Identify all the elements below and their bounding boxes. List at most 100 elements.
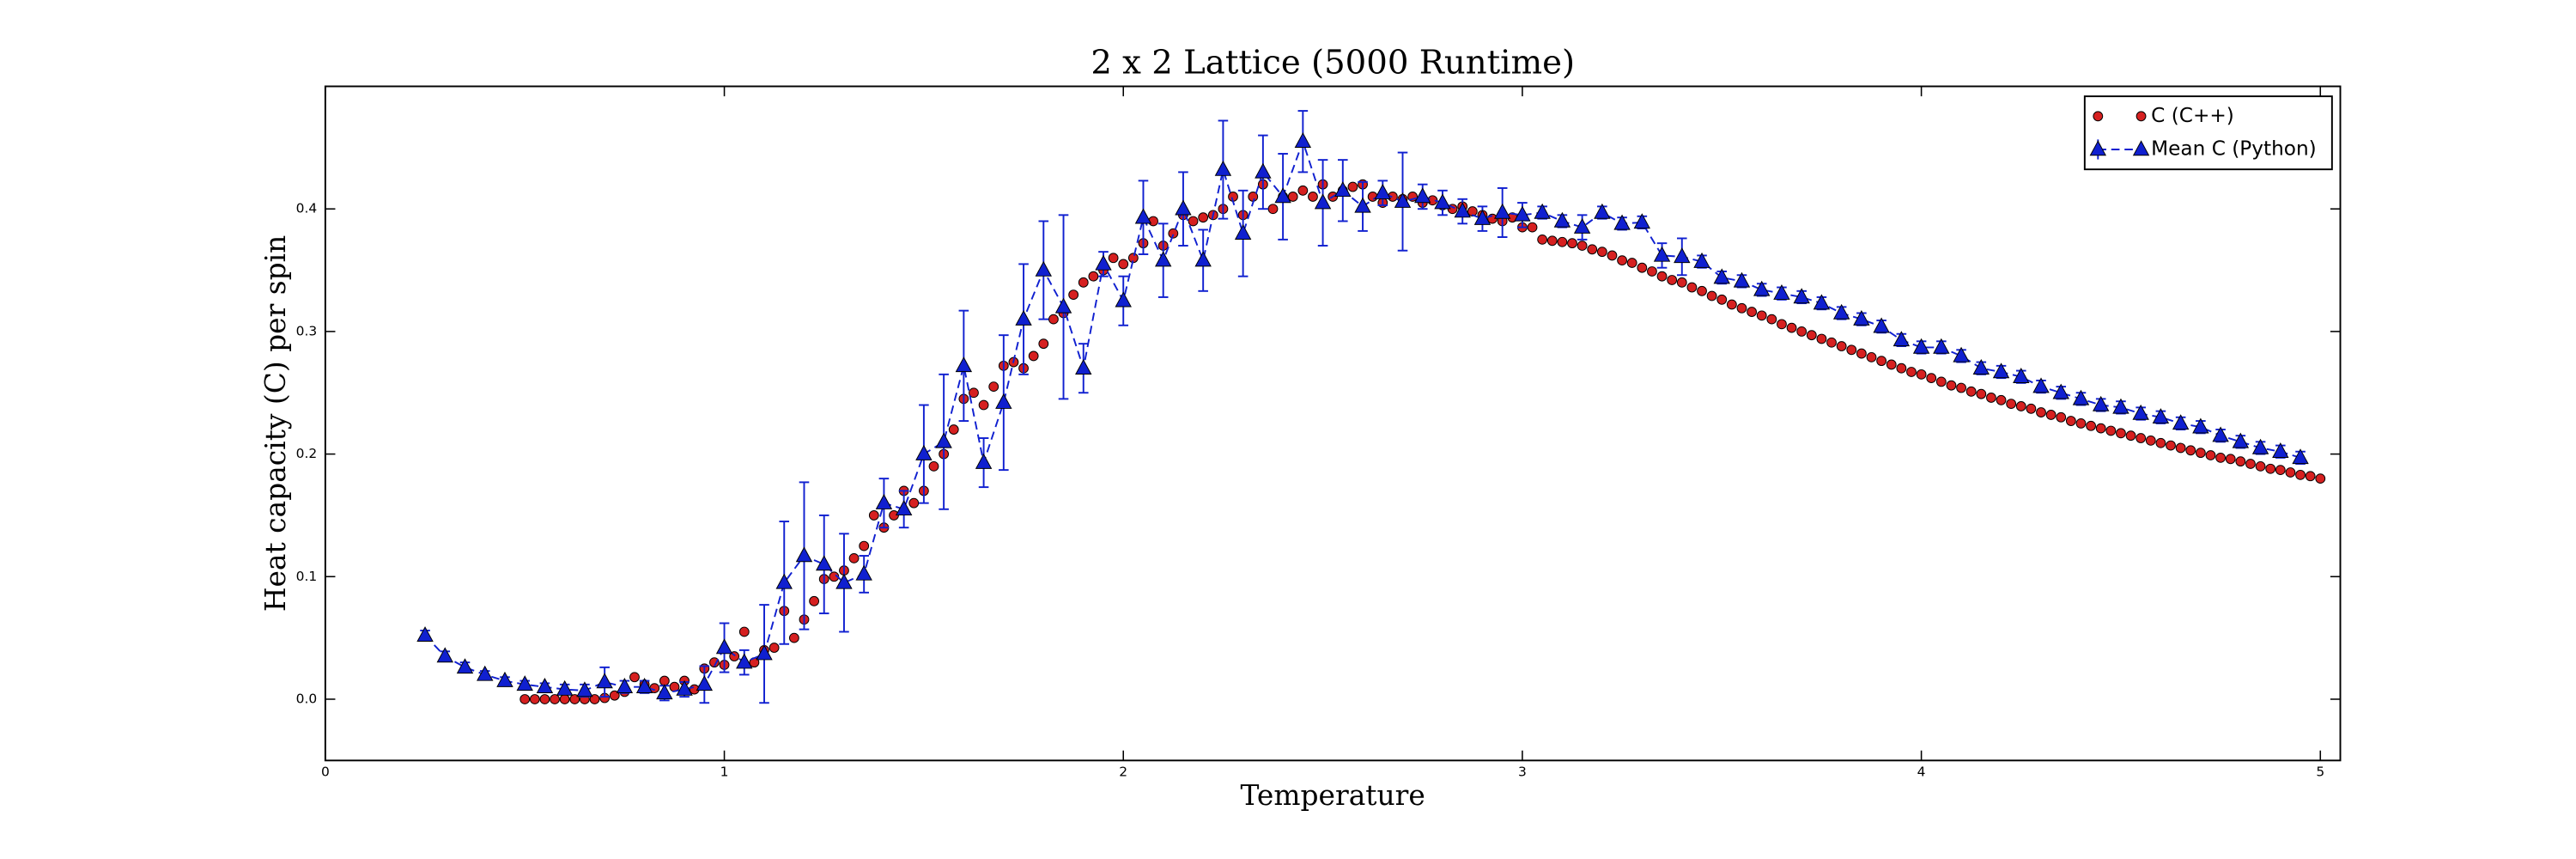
data-point <box>1573 217 1591 234</box>
data-point <box>816 555 833 571</box>
data-point <box>1856 348 1867 359</box>
data-point <box>1637 262 1648 273</box>
x-tick-label: 1 <box>720 764 729 779</box>
data-point <box>1527 222 1538 233</box>
data-point <box>1965 386 1977 397</box>
data-point <box>416 626 434 643</box>
data-point <box>1587 244 1598 255</box>
data-point <box>2251 438 2269 454</box>
data-point <box>2215 452 2227 463</box>
x-tick-label: 0 <box>321 764 330 779</box>
data-point <box>1214 160 1232 176</box>
data-point <box>1394 192 1412 208</box>
data-point <box>2145 435 2156 446</box>
x-tick-label: 3 <box>1518 764 1527 779</box>
data-point <box>995 393 1012 409</box>
data-point <box>1733 271 1751 288</box>
data-point <box>1075 359 1092 375</box>
data-point <box>1374 183 1391 199</box>
data-point <box>2172 414 2190 430</box>
data-point <box>1893 331 1911 347</box>
data-point <box>1786 322 1797 333</box>
x-tick-label: 4 <box>1917 764 1926 779</box>
data-point <box>1935 376 1947 387</box>
data-point <box>2125 430 2136 442</box>
data-point <box>559 694 570 704</box>
data-point <box>1832 303 1850 320</box>
x-axis-label: Temperature <box>1241 778 1425 812</box>
data-point <box>1946 380 1957 391</box>
data-point <box>1716 294 1728 305</box>
data-point <box>1846 344 1857 356</box>
y-tick-label: 0.2 <box>296 446 318 461</box>
data-point <box>1933 338 1950 354</box>
data-point <box>795 546 813 563</box>
data-point <box>2305 471 2316 482</box>
data-point <box>456 658 474 674</box>
data-point <box>1414 187 1431 204</box>
data-point <box>908 497 920 509</box>
data-point <box>2275 465 2286 476</box>
data-point <box>875 493 893 509</box>
data-point <box>1095 254 1112 271</box>
data-point <box>1753 280 1771 296</box>
data-point <box>1756 310 1767 321</box>
data-point <box>2112 398 2129 414</box>
data-point <box>1916 369 1927 380</box>
data-point <box>1674 247 1691 264</box>
data-point <box>1873 317 1890 333</box>
data-point <box>1454 202 1471 218</box>
data-point <box>1697 285 1707 296</box>
data-point <box>2192 417 2209 434</box>
data-point <box>1534 203 1551 219</box>
data-point <box>1434 193 1451 210</box>
data-point <box>1747 307 1758 317</box>
data-point <box>2013 368 2030 383</box>
data-point <box>1896 362 1907 374</box>
data-point <box>1813 294 1831 310</box>
y-tick-label: 0.4 <box>296 201 318 216</box>
data-point <box>948 424 959 435</box>
data-point <box>2295 469 2306 480</box>
data-point <box>1198 212 1209 223</box>
data-point <box>1836 341 1847 351</box>
data-point <box>978 399 989 411</box>
data-point <box>1926 373 1937 384</box>
data-point <box>1048 314 1059 325</box>
data-point <box>436 647 453 663</box>
data-point <box>1686 282 1698 293</box>
data-point <box>696 675 714 691</box>
data-point <box>1035 260 1052 277</box>
data-point <box>855 564 872 581</box>
data-point <box>1876 356 1887 367</box>
data-point <box>1168 228 1179 239</box>
data-point <box>1115 291 1132 308</box>
data-point <box>1274 187 1291 204</box>
data-point <box>1826 337 1837 348</box>
data-point <box>848 552 860 564</box>
data-point <box>2036 407 2046 417</box>
data-point <box>1154 251 1172 267</box>
data-point <box>1656 271 1668 282</box>
data-point <box>616 678 634 693</box>
data-point <box>975 453 993 469</box>
data-point <box>2032 377 2050 393</box>
data-point <box>2245 459 2256 469</box>
data-point <box>788 632 799 643</box>
legend-label: C (C++) <box>2151 104 2234 127</box>
data-point <box>1736 302 1747 314</box>
data-point <box>1972 359 1990 375</box>
legend-marker <box>2093 111 2104 122</box>
data-point <box>1806 330 1817 341</box>
data-point <box>1594 203 1611 219</box>
data-point <box>1676 277 1687 288</box>
data-point <box>1596 247 1607 258</box>
data-point <box>1693 252 1710 268</box>
data-point <box>2265 463 2276 474</box>
data-point <box>1347 181 1358 192</box>
data-point <box>550 694 560 704</box>
data-point <box>1577 241 1588 251</box>
data-point <box>1473 209 1492 225</box>
data-point <box>1467 206 1478 216</box>
